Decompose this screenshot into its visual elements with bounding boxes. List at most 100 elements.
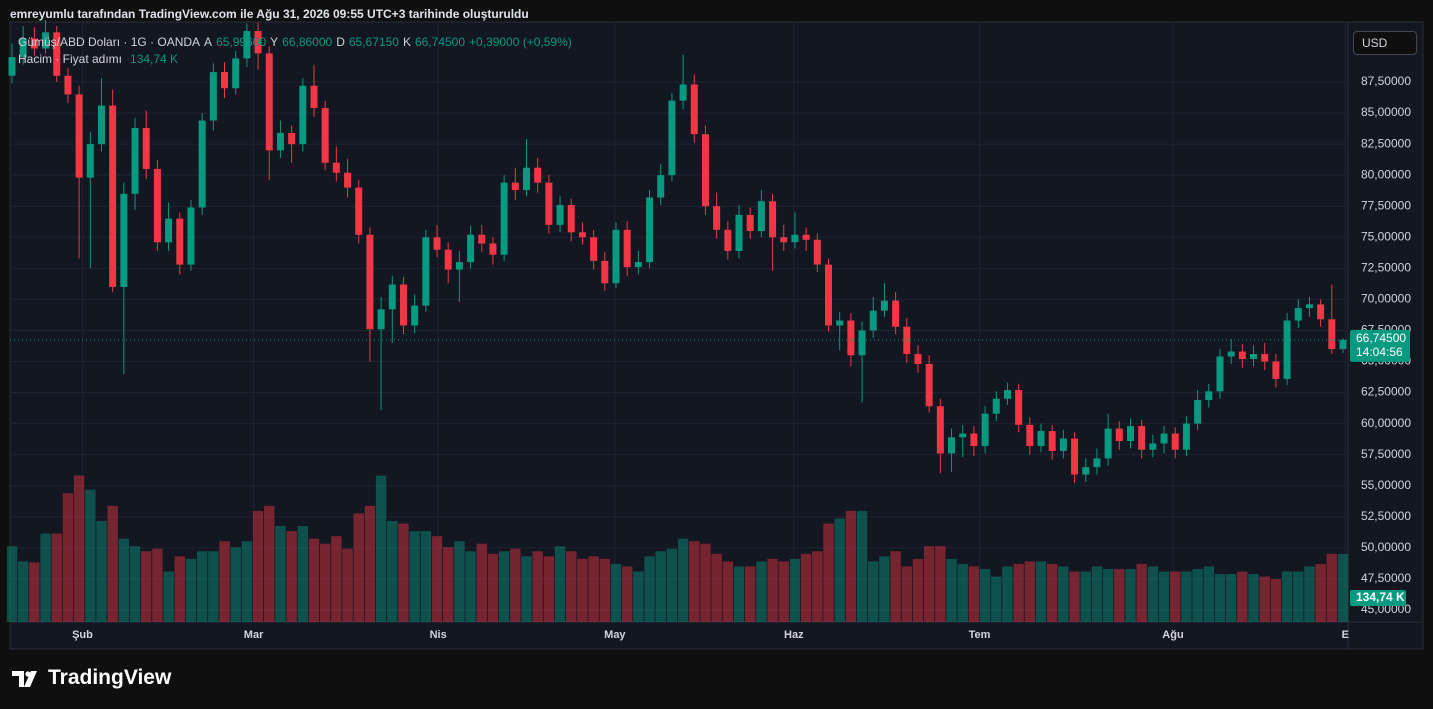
candle-body [981, 413, 989, 446]
volume-bar [1046, 563, 1058, 622]
grid [10, 22, 1348, 622]
candle-body [276, 132, 284, 151]
candle-body [959, 433, 967, 438]
y-tick-label: 62,50000 [1361, 385, 1411, 399]
volume-bar [979, 568, 991, 622]
y-tick-label: 57,50000 [1361, 447, 1411, 461]
volume-bar [185, 558, 197, 622]
candle-body [1250, 354, 1258, 360]
candle-body [813, 239, 821, 265]
candle-body [1283, 320, 1291, 379]
volume-bar [1259, 576, 1270, 622]
candle-body [534, 167, 542, 183]
candle-body [142, 127, 150, 169]
volume-bar [1158, 571, 1170, 622]
candle-body [232, 58, 240, 89]
y-tick-label: 52,50000 [1361, 509, 1411, 523]
candle-body [701, 134, 709, 207]
candle-body [1093, 458, 1101, 468]
volume-value: 134,74 K [130, 52, 179, 66]
volume-bar [957, 563, 968, 622]
volume-bar [521, 556, 532, 622]
candle-body [556, 204, 564, 225]
candle-body [153, 168, 161, 243]
volume-bar [387, 520, 398, 622]
volume-bar [1248, 574, 1259, 622]
candle-body [1194, 400, 1202, 424]
volume-bar [1181, 571, 1192, 622]
volume-bar [700, 543, 711, 622]
candle-body [366, 234, 374, 330]
candle-body [478, 234, 486, 244]
volume-bar [230, 547, 241, 622]
candle-body [455, 262, 463, 270]
volume-bar [666, 548, 678, 622]
x-tick-label: Tem [969, 629, 991, 641]
candle-body [1048, 431, 1056, 451]
volume-bar [554, 546, 566, 622]
volume-bar [219, 541, 230, 622]
x-tick-label: Nis [430, 629, 447, 641]
candle-body [500, 182, 508, 255]
volume-bar [689, 541, 700, 622]
candle-body [757, 201, 765, 232]
candle-body [646, 197, 654, 263]
volume-bar [588, 556, 599, 622]
candle-body [321, 108, 329, 163]
volume-bar [264, 505, 275, 622]
candle-body [120, 193, 128, 287]
legend-key: A [204, 35, 213, 49]
candle-body [858, 330, 866, 356]
candle-body [1115, 428, 1123, 442]
x-tick-label: Mar [244, 629, 264, 641]
candle-body [467, 234, 475, 263]
volume-bar [51, 533, 62, 622]
legend-key: D [336, 35, 345, 49]
candle-body [489, 243, 497, 255]
volume-tag-label: 134,74 K [1356, 590, 1405, 604]
volume-bar [498, 551, 510, 622]
volume-bar [375, 475, 387, 622]
candle-body [64, 75, 72, 95]
candle-body [165, 218, 173, 243]
candle-body [198, 120, 206, 208]
candle-body [209, 72, 217, 121]
volume-bar [991, 576, 1002, 622]
volume-bar [599, 558, 610, 622]
candle-body [634, 262, 642, 268]
volume-bar [745, 566, 756, 622]
volume-bar [252, 510, 264, 622]
candle-body [75, 94, 83, 178]
candle-body [1205, 391, 1213, 401]
candle-body [1227, 351, 1235, 357]
axes-layer: 45,0000047,5000050,0000052,5000055,00000… [72, 74, 1411, 641]
volume-bar [566, 551, 577, 622]
volume-bar [856, 510, 868, 622]
candle-body [746, 214, 754, 232]
candle-body [880, 300, 888, 311]
last-price-label: 66,74500 [1356, 331, 1406, 345]
candle-body [433, 237, 441, 250]
volume-bar [319, 543, 331, 622]
candle-body [511, 182, 519, 191]
volume-bar [1337, 553, 1349, 622]
candle-body [53, 32, 61, 76]
countdown: 14:04:56 [1356, 345, 1403, 359]
logo-icon [12, 671, 37, 687]
volume-bar [935, 546, 946, 622]
candle-body [1037, 431, 1045, 446]
candle-body [903, 326, 911, 355]
candle-body [1059, 438, 1067, 451]
legend-key: K [402, 35, 411, 49]
candle-body [187, 207, 195, 265]
currency-button[interactable]: USD [1353, 31, 1417, 55]
candle-body [399, 284, 407, 326]
y-tick-label: 72,50000 [1361, 261, 1411, 275]
candle-body [86, 144, 94, 178]
volume-bar [655, 551, 666, 622]
volume-bar [912, 558, 924, 622]
candle-body [332, 162, 340, 173]
y-tick-label: 87,50000 [1361, 74, 1411, 88]
